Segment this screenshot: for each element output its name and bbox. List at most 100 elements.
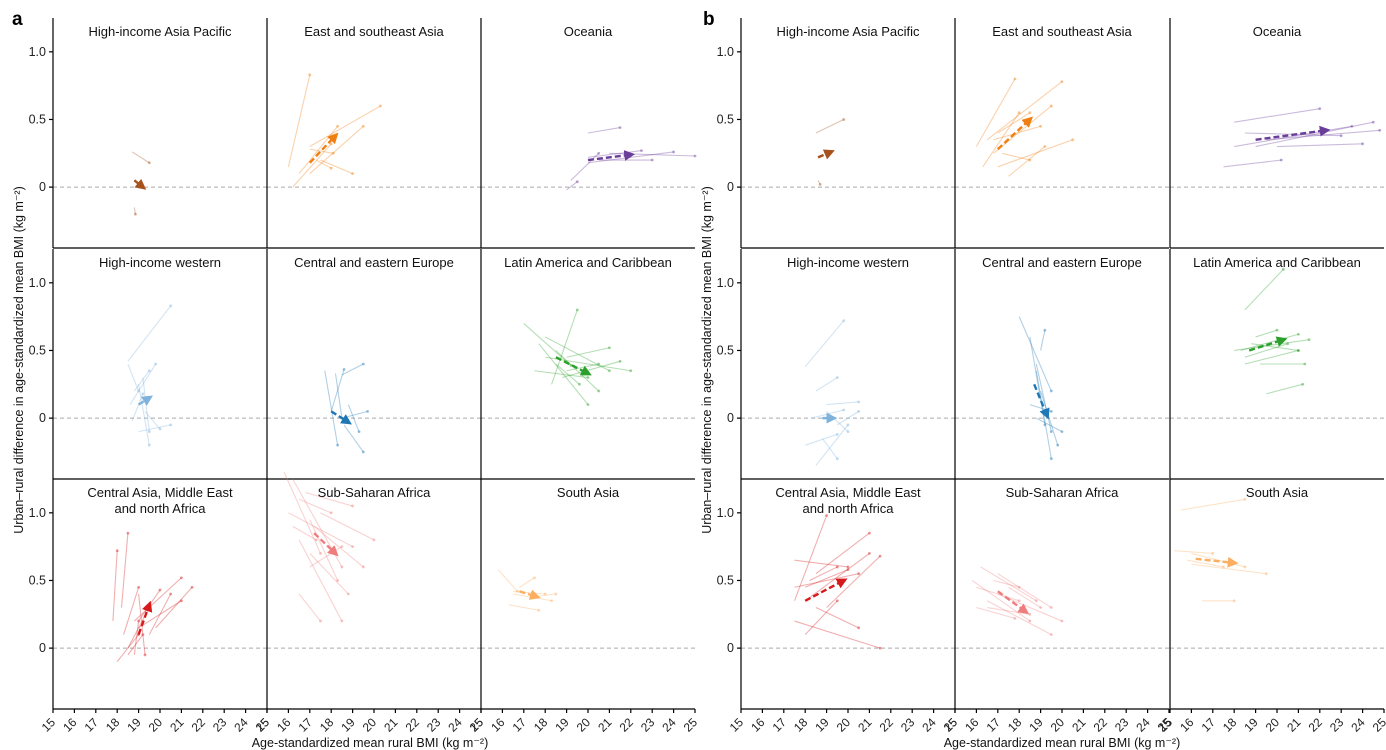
subplot-b-8: 15 16 17 18 19 20 21 22 23 24 25 South Asia	[1156, 479, 1386, 735]
y-tick-label: 0	[727, 641, 734, 655]
region-title: East and southeast Asia	[304, 24, 444, 39]
country-endpoint	[141, 633, 145, 636]
region-title: Central and eastern Europe	[294, 255, 454, 270]
country-endpoint	[878, 646, 882, 650]
country-endpoint	[1043, 145, 1047, 148]
country-trajectory	[1244, 268, 1284, 311]
country-endpoint	[835, 376, 839, 379]
country-endpoint	[351, 504, 354, 508]
country-endpoint	[1049, 104, 1053, 108]
country-trajectory	[993, 579, 1020, 588]
x-tick-label: 24	[231, 715, 251, 735]
country-trajectory	[837, 410, 859, 426]
country-trajectory	[309, 519, 339, 581]
country-trajectory	[817, 180, 821, 185]
country-trajectory	[309, 148, 334, 154]
x-tick-label: 16	[488, 715, 508, 735]
region-mean-arrow	[804, 578, 848, 602]
country-trajectory	[975, 78, 1016, 147]
y-tick-label: 0	[39, 641, 46, 655]
x-tick-label: 21	[1284, 715, 1304, 735]
country-endpoint	[578, 382, 581, 386]
country-trajectory	[1234, 108, 1320, 123]
country-endpoint	[575, 180, 579, 184]
country-trajectory	[1234, 339, 1310, 352]
region-title: Central Asia, Middle East and north Afric…	[87, 485, 233, 516]
region-mean-arrow	[1033, 383, 1050, 420]
country-trajectory	[309, 105, 381, 148]
country-trajectory	[334, 373, 343, 419]
country-endpoint	[846, 430, 850, 434]
country-endpoint	[835, 432, 839, 436]
subplot-a-8: 15 16 17 18 19 20 21 22 23 24 25 South Asia	[467, 479, 701, 735]
y-tick-label: 1.0	[29, 506, 46, 520]
x-tick-label: 16	[274, 715, 294, 735]
x-tick-label: 20	[1263, 715, 1283, 735]
country-trajectory	[133, 577, 182, 622]
x-tick-label: 16	[60, 715, 80, 735]
country-trajectory	[566, 181, 578, 191]
country-endpoint	[1071, 138, 1075, 142]
x-tick-label: 22	[617, 715, 637, 735]
country-trajectory	[538, 343, 589, 405]
country-endpoint	[361, 450, 365, 454]
x-tick-label: 23	[1112, 715, 1132, 735]
region-title: Oceania	[564, 24, 613, 39]
country-trajectory	[815, 532, 870, 575]
region-mean-arrow	[1255, 125, 1331, 141]
country-endpoint	[308, 73, 312, 77]
country-trajectory	[997, 139, 1073, 168]
country-endpoint	[169, 304, 173, 308]
country-endpoint	[346, 592, 350, 596]
x-tick-label: 19	[338, 715, 358, 735]
country-trajectory	[123, 587, 140, 635]
x-tick-label: 24	[659, 715, 679, 735]
region-title: Sub-Saharan Africa	[1006, 485, 1120, 500]
country-endpoint	[314, 538, 318, 542]
x-tick-label: 25	[681, 715, 701, 735]
region-mean-arrow	[313, 532, 339, 557]
country-trajectory	[826, 555, 881, 608]
x-tick-label: 21	[595, 715, 615, 735]
country-endpoint	[554, 592, 558, 596]
country-endpoint	[1264, 572, 1268, 576]
country-endpoint	[1013, 616, 1017, 620]
country-endpoint	[342, 368, 346, 371]
country-trajectory	[497, 569, 518, 592]
country-trajectory	[1266, 383, 1303, 395]
country-trajectory	[555, 363, 580, 385]
y-tick-label: 0	[39, 180, 46, 194]
subplot-a-4: Central and eastern Europe	[266, 249, 481, 480]
country-trajectory	[127, 305, 172, 362]
country-endpoint	[569, 363, 573, 367]
country-endpoint	[1049, 409, 1053, 413]
country-trajectory	[794, 573, 859, 588]
country-endpoint	[133, 212, 137, 216]
country-endpoint	[650, 158, 654, 162]
country-endpoint	[1060, 80, 1064, 83]
country-trajectory	[341, 363, 364, 376]
region-title: Latin America and Caribbean	[1193, 255, 1361, 270]
country-trajectory	[544, 336, 610, 372]
country-trajectory	[324, 370, 339, 446]
country-trajectory	[305, 492, 353, 507]
country-trajectory	[138, 424, 171, 433]
country-endpoint	[1211, 552, 1215, 555]
country-trajectory	[138, 384, 150, 446]
country-trajectory	[133, 620, 140, 655]
y-tick-label: 0.5	[29, 112, 46, 126]
region-mean-arrow	[330, 410, 352, 425]
subplot-b-4: Central and eastern Europe	[954, 249, 1169, 480]
country-trajectory	[315, 159, 332, 169]
x-tick-label: 19	[552, 715, 572, 735]
country-endpoint	[147, 443, 151, 447]
country-endpoint	[180, 576, 183, 580]
country-endpoint	[154, 362, 158, 366]
country-trajectory	[320, 512, 375, 541]
country-endpoint	[1282, 267, 1285, 271]
country-endpoint	[329, 166, 333, 170]
country-trajectory	[821, 438, 838, 460]
country-endpoint	[835, 599, 839, 603]
